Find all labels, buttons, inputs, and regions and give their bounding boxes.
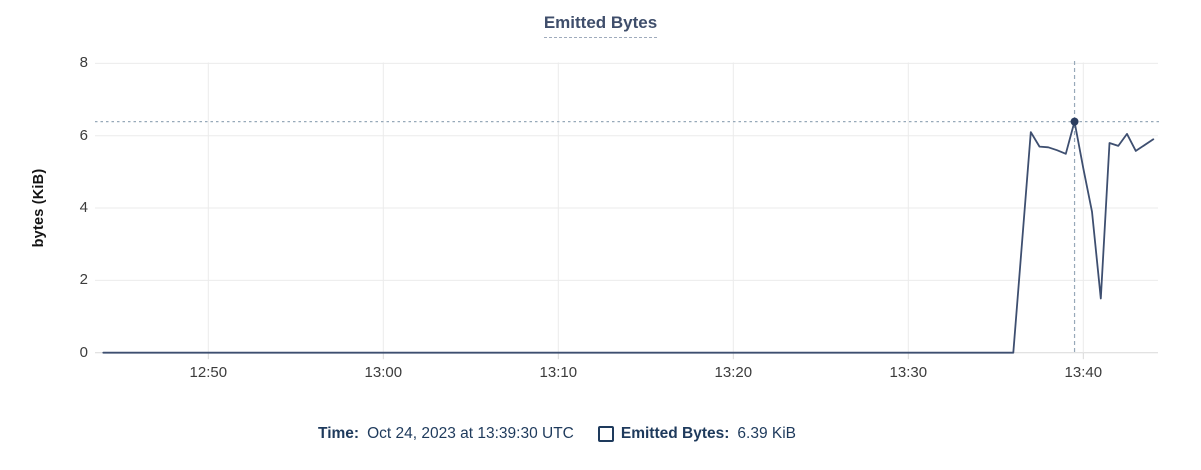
x-tick-label: 13:00 bbox=[364, 364, 403, 381]
legend-series-swatch[interactable] bbox=[597, 426, 614, 442]
chart-title: Emitted Bytes bbox=[0, 12, 1201, 39]
x-tick-label: 13:20 bbox=[714, 364, 753, 381]
series-line-emitted-bytes bbox=[102, 120, 1155, 354]
x-tick-label: 13:30 bbox=[889, 364, 928, 381]
y-tick-label: 2 bbox=[79, 271, 88, 289]
tooltip-time-label: Time: bbox=[318, 425, 360, 442]
x-tick-label: 12:50 bbox=[189, 364, 228, 381]
y-tick-label: 8 bbox=[79, 54, 88, 72]
plot-hover-area[interactable] bbox=[95, 63, 1158, 353]
y-tick-label: 6 bbox=[79, 126, 88, 144]
tooltip-series-value: 6.39 KiB bbox=[737, 425, 796, 442]
legend-series-label[interactable]: Emitted Bytes: bbox=[620, 425, 730, 442]
tooltip-legend: Time: Oct 24, 2023 at 13:39:30 UTC Emitt… bbox=[318, 425, 796, 443]
x-tick-label: 13:10 bbox=[539, 364, 578, 381]
y-tick-label: 4 bbox=[79, 199, 88, 216]
y-tick-label: 0 bbox=[79, 343, 88, 361]
x-tick-label: 13:40 bbox=[1064, 364, 1103, 381]
chart-title-text[interactable]: Emitted Bytes bbox=[543, 12, 658, 39]
highlight-point[interactable] bbox=[1070, 117, 1079, 126]
tooltip-time-value: Oct 24, 2023 at 13:39:30 UTC bbox=[367, 425, 574, 442]
